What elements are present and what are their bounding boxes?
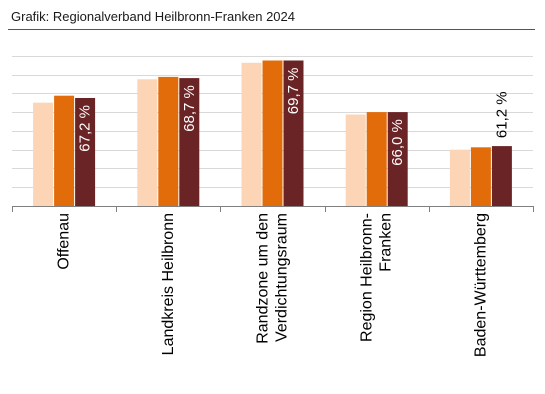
data-label-cat4: 66,0 % [389,119,406,166]
bar-series2-cat1 [54,95,75,206]
category-label-3-line2: Verdichtungsraum [274,213,291,342]
category-label-1: Offenau [56,213,73,270]
bar-series3-cat1 [75,98,96,206]
bar-series2-cat4 [366,112,387,206]
bar-series1-cat4 [345,114,366,206]
bar-series1-cat5 [449,149,470,206]
bar-series3-cat2 [179,78,200,206]
bar-series2-cat3 [262,60,283,206]
data-label-cat3: 69,7 % [285,68,302,115]
category-label-3-line1: Randzone um den [255,213,272,344]
category-label-4-line1: Region Heilbronn- [359,213,376,342]
data-label-cat2: 68,7 % [181,85,198,132]
bar-series2-cat5 [470,147,491,206]
bar-series3-cat5 [491,146,512,206]
bar-series2-cat2 [158,76,179,207]
bar-series1-cat3 [241,62,262,206]
chart-source-note: Grafik: Regionalverband Heilbronn-Franke… [11,9,295,24]
header-divider [8,29,535,30]
category-label-2: Landkreis Heilbronn [160,213,177,355]
data-label-cat5: 61,2 % [493,91,510,138]
category-label-5: Baden-Württemberg [472,213,489,357]
data-label-cat1: 67,2 % [77,105,94,152]
bar-series1-cat1 [33,102,54,206]
bar-series3-cat4 [387,112,408,206]
bar-series3-cat3 [283,60,304,206]
bar-series1-cat2 [137,79,158,206]
category-label-4-line2: Franken [378,213,395,272]
